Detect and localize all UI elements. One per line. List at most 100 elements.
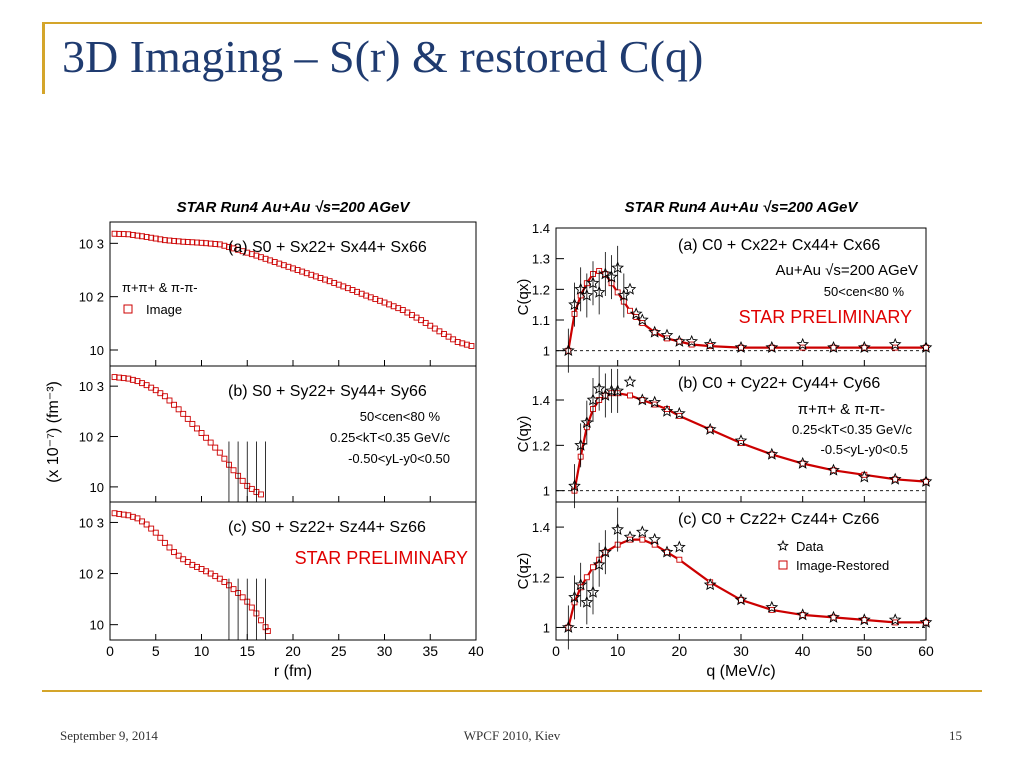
right-data-point-a xyxy=(586,276,600,289)
left-xtick-label: 10 xyxy=(194,643,210,659)
left-point-c xyxy=(171,549,178,556)
right-data-point-b xyxy=(574,438,588,451)
right-xtick-label: 50 xyxy=(857,643,873,659)
right-data-point-a xyxy=(734,340,748,353)
right-data-point-a xyxy=(568,298,581,311)
right-data-point-c xyxy=(592,558,606,571)
right-data-point-a xyxy=(561,344,575,357)
right-data-point-c xyxy=(611,522,625,535)
right-data-point-c xyxy=(827,610,840,623)
left-note-cen: 50<cen<80 % xyxy=(360,409,441,424)
left-point-b xyxy=(157,390,164,397)
right-data-point-c xyxy=(568,590,581,603)
right-panel-label-b: (b) C0 + Cy22+ Cy44+ Cy66 xyxy=(678,375,880,392)
right-xlabel: q (MeV/c) xyxy=(706,663,775,680)
right-legend-restored: Image-Restored xyxy=(796,558,889,573)
right-panel-label-a: (a) C0 + Cx22+ Cx44+ Cx66 xyxy=(678,237,880,254)
footer-date: September 9, 2014 xyxy=(60,728,158,743)
right-data-point-c xyxy=(734,593,748,606)
right-restored-point-c xyxy=(583,574,590,581)
right-restored-point-c xyxy=(590,564,596,571)
left-xlabel: r (fm) xyxy=(274,663,312,680)
left-point-c xyxy=(175,552,182,559)
right-data-point-a xyxy=(796,337,810,350)
right-xtick-label: 0 xyxy=(552,643,560,659)
left-ytick-label-a: 10 3 xyxy=(79,236,104,251)
right-data-point-a xyxy=(672,334,686,347)
left-note-pions-a: π+π+ & π-π- xyxy=(122,280,198,295)
right-data-point-a xyxy=(592,285,606,298)
left-point-c xyxy=(258,617,264,624)
left-point-c xyxy=(248,604,255,611)
right-preliminary: STAR PRELIMINARY xyxy=(739,307,912,327)
right-data-point-c xyxy=(660,545,674,558)
left-point-c xyxy=(221,579,228,585)
left-xtick-label: 5 xyxy=(152,643,160,659)
left-ytick-label-c: 10 3 xyxy=(79,515,104,530)
right-data-point-b xyxy=(765,447,779,460)
footer-line xyxy=(42,690,982,692)
right-ytick-label-c: 1 xyxy=(543,620,550,635)
right-note-energy: Au+Au √s=200 AGeV xyxy=(776,262,919,279)
left-point-b xyxy=(212,444,219,451)
right-data-point-b xyxy=(919,474,933,487)
left-note-y: -0.50<yL-y0<0.50 xyxy=(348,451,450,466)
right-data-point-b xyxy=(611,384,625,397)
left-ytick-label-b: 10 3 xyxy=(79,379,104,394)
footer-center: WPCF 2010, Kiev xyxy=(463,728,561,743)
right-data-point-c xyxy=(703,578,717,591)
right-data-point-c xyxy=(574,578,588,591)
left-point-b xyxy=(207,439,214,446)
right-note-pions: π+π+ & π-π- xyxy=(798,401,885,418)
left-point-b xyxy=(171,401,178,408)
right-ytick-label-a: 1 xyxy=(543,344,550,359)
right-ytick-label-b: 1.2 xyxy=(532,438,550,453)
right-data-point-a xyxy=(827,340,840,353)
left-point-b xyxy=(175,406,182,413)
right-data-point-b xyxy=(635,393,649,406)
right-data-point-b xyxy=(888,472,902,485)
right-data-point-b xyxy=(586,393,600,406)
right-data-point-c xyxy=(765,600,779,613)
right-note-kt: 0.25<kT<0.35 GeV/c xyxy=(792,422,912,437)
left-point-c xyxy=(152,529,159,536)
left-ytick-label-a: 10 2 xyxy=(79,290,104,305)
left-panel-label-c: (c) S0 + Sz22+ Sz44+ Sz66 xyxy=(228,519,426,536)
right-xtick-label: 30 xyxy=(733,643,749,659)
right-data-point-b xyxy=(623,375,637,388)
right-ytick-label-a: 1.2 xyxy=(532,282,550,297)
left-legend-image: Image xyxy=(146,302,182,317)
left-point-b xyxy=(152,387,159,394)
left-point-c xyxy=(166,544,173,551)
left-point-b xyxy=(180,410,187,417)
right-data-point-a xyxy=(605,270,618,283)
right-data-point-a xyxy=(629,307,643,320)
page-number: 15 xyxy=(949,728,962,743)
right-ylabel-c: C(qz) xyxy=(515,553,532,590)
right-ytick-label-a: 1.4 xyxy=(532,221,550,236)
right-data-point-c xyxy=(648,532,662,546)
left-point-b xyxy=(203,434,210,441)
left-ytick-label-b: 10 xyxy=(90,480,104,495)
right-restored-curve-c xyxy=(567,538,926,628)
left-point-b xyxy=(193,425,200,432)
left-point-b xyxy=(258,491,264,498)
right-legend-star xyxy=(777,539,789,551)
right-data-point-c xyxy=(796,608,810,621)
left-point-b xyxy=(161,393,168,400)
accent-line-top xyxy=(42,22,982,24)
right-data-point-c xyxy=(623,530,637,543)
right-data-point-b xyxy=(598,388,612,401)
left-point-b xyxy=(198,430,205,436)
left-point-b xyxy=(239,477,246,484)
right-data-point-a xyxy=(611,261,625,274)
left-point-b xyxy=(221,455,228,462)
left-point-c xyxy=(239,594,246,601)
left-point-c xyxy=(143,521,150,528)
right-data-point-b xyxy=(660,404,674,417)
left-point-c xyxy=(139,518,145,525)
right-data-point-b xyxy=(857,470,871,483)
right-note-cen: 50<cen<80 % xyxy=(824,284,905,299)
right-restored-point-a xyxy=(614,289,621,296)
